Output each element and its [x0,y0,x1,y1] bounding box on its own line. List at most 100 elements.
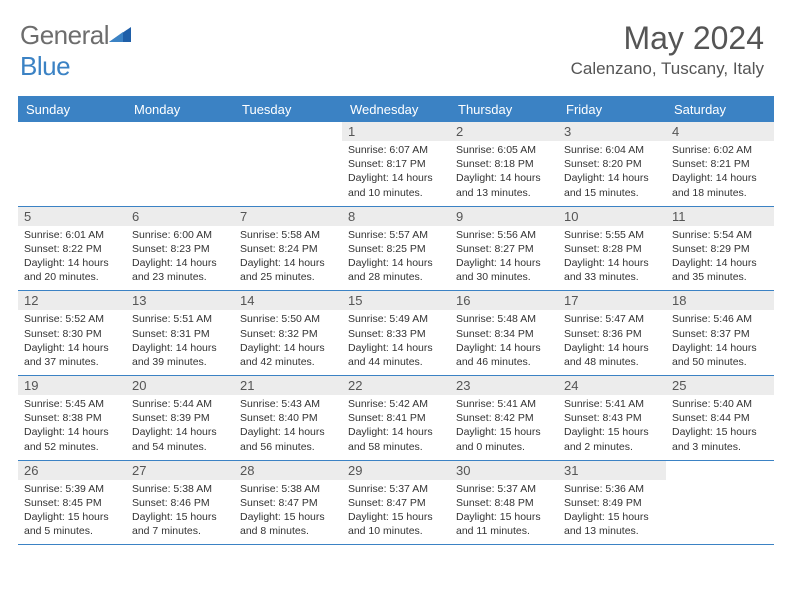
day-number: 16 [450,291,558,310]
logo-triangle-icon [109,20,131,51]
day-cell: 1 Sunrise: 6:07 AMSunset: 8:17 PMDaylight… [342,122,450,206]
day-number: 22 [342,376,450,395]
day-cell: 19 Sunrise: 5:45 AMSunset: 8:38 PMDayligh… [18,376,126,460]
week-row: 19 Sunrise: 5:45 AMSunset: 8:38 PMDayligh… [18,376,774,461]
day-number: 4 [666,122,774,141]
day-cell [126,122,234,206]
day-info: Sunrise: 6:01 AMSunset: 8:22 PMDaylight:… [24,228,120,285]
day-number: 23 [450,376,558,395]
day-header-cell: Thursday [450,98,558,122]
day-header-cell: Saturday [666,98,774,122]
day-number: 25 [666,376,774,395]
day-info: Sunrise: 5:42 AMSunset: 8:41 PMDaylight:… [348,397,444,454]
day-number: 28 [234,461,342,480]
day-info: Sunrise: 5:44 AMSunset: 8:39 PMDaylight:… [132,397,228,454]
day-cell: 23 Sunrise: 5:41 AMSunset: 8:42 PMDayligh… [450,376,558,460]
day-number: 10 [558,207,666,226]
day-info: Sunrise: 5:54 AMSunset: 8:29 PMDaylight:… [672,228,768,285]
day-info: Sunrise: 5:38 AMSunset: 8:47 PMDaylight:… [240,482,336,539]
day-cell: 3 Sunrise: 6:04 AMSunset: 8:20 PMDaylight… [558,122,666,206]
day-info: Sunrise: 5:36 AMSunset: 8:49 PMDaylight:… [564,482,660,539]
day-number: 3 [558,122,666,141]
day-number: 20 [126,376,234,395]
day-cell: 16 Sunrise: 5:48 AMSunset: 8:34 PMDayligh… [450,291,558,375]
day-cell: 28 Sunrise: 5:38 AMSunset: 8:47 PMDayligh… [234,461,342,545]
day-number: 21 [234,376,342,395]
day-number: 31 [558,461,666,480]
header: GeneralBlue May 2024 Calenzano, Tuscany,… [0,0,792,88]
location: Calenzano, Tuscany, Italy [571,59,764,79]
day-info: Sunrise: 5:52 AMSunset: 8:30 PMDaylight:… [24,312,120,369]
day-header-cell: Monday [126,98,234,122]
week-row: 26Sunrise: 5:39 AMSunset: 8:45 PMDayligh… [18,461,774,546]
day-number: 9 [450,207,558,226]
day-info: Sunrise: 6:00 AMSunset: 8:23 PMDaylight:… [132,228,228,285]
day-info: Sunrise: 5:57 AMSunset: 8:25 PMDaylight:… [348,228,444,285]
day-info: Sunrise: 5:37 AMSunset: 8:48 PMDaylight:… [456,482,552,539]
day-info: Sunrise: 5:41 AMSunset: 8:42 PMDaylight:… [456,397,552,454]
calendar: SundayMondayTuesdayWednesdayThursdayFrid… [18,96,774,545]
day-cell [234,122,342,206]
day-cell: 12 Sunrise: 5:52 AMSunset: 8:30 PMDayligh… [18,291,126,375]
day-cell: 20 Sunrise: 5:44 AMSunset: 8:39 PMDayligh… [126,376,234,460]
day-info: Sunrise: 5:40 AMSunset: 8:44 PMDaylight:… [672,397,768,454]
logo-part1: General [20,20,109,50]
day-cell: 26Sunrise: 5:39 AMSunset: 8:45 PMDayligh… [18,461,126,545]
day-info: Sunrise: 5:47 AMSunset: 8:36 PMDaylight:… [564,312,660,369]
day-info: Sunrise: 5:45 AMSunset: 8:38 PMDaylight:… [24,397,120,454]
day-number: 1 [342,122,450,141]
day-cell: 30 Sunrise: 5:37 AMSunset: 8:48 PMDayligh… [450,461,558,545]
day-header-row: SundayMondayTuesdayWednesdayThursdayFrid… [18,98,774,122]
week-row: 1 Sunrise: 6:07 AMSunset: 8:17 PMDaylight… [18,122,774,207]
day-number: 13 [126,291,234,310]
day-header-cell: Friday [558,98,666,122]
day-cell: 15 Sunrise: 5:49 AMSunset: 8:33 PMDayligh… [342,291,450,375]
day-number: 8 [342,207,450,226]
day-number: 11 [666,207,774,226]
week-row: 5 Sunrise: 6:01 AMSunset: 8:22 PMDaylight… [18,207,774,292]
day-number: 30 [450,461,558,480]
day-info: Sunrise: 6:05 AMSunset: 8:18 PMDaylight:… [456,143,552,200]
day-number: 18 [666,291,774,310]
title-block: May 2024 Calenzano, Tuscany, Italy [571,20,764,79]
day-info: Sunrise: 6:02 AMSunset: 8:21 PMDaylight:… [672,143,768,200]
day-cell: 13 Sunrise: 5:51 AMSunset: 8:31 PMDayligh… [126,291,234,375]
day-info: Sunrise: 5:48 AMSunset: 8:34 PMDaylight:… [456,312,552,369]
day-cell: 11 Sunrise: 5:54 AMSunset: 8:29 PMDayligh… [666,207,774,291]
day-number: 19 [18,376,126,395]
day-info: Sunrise: 5:38 AMSunset: 8:46 PMDaylight:… [132,482,228,539]
day-info: Sunrise: 5:46 AMSunset: 8:37 PMDaylight:… [672,312,768,369]
day-cell: 8 Sunrise: 5:57 AMSunset: 8:25 PMDaylight… [342,207,450,291]
day-number: 7 [234,207,342,226]
day-cell: 4 Sunrise: 6:02 AMSunset: 8:21 PMDaylight… [666,122,774,206]
day-cell: 31 Sunrise: 5:36 AMSunset: 8:49 PMDayligh… [558,461,666,545]
day-info: Sunrise: 6:04 AMSunset: 8:20 PMDaylight:… [564,143,660,200]
day-number: 6 [126,207,234,226]
logo: GeneralBlue [20,20,131,82]
day-info: Sunrise: 5:39 AMSunset: 8:45 PMDaylight:… [24,482,120,539]
day-number: 24 [558,376,666,395]
day-number: 5 [18,207,126,226]
day-number: 17 [558,291,666,310]
day-cell [666,461,774,545]
day-cell: 6 Sunrise: 6:00 AMSunset: 8:23 PMDaylight… [126,207,234,291]
day-cell: 25 Sunrise: 5:40 AMSunset: 8:44 PMDayligh… [666,376,774,460]
day-number: 12 [18,291,126,310]
day-info: Sunrise: 5:50 AMSunset: 8:32 PMDaylight:… [240,312,336,369]
logo-text: GeneralBlue [20,20,131,82]
day-cell: 5 Sunrise: 6:01 AMSunset: 8:22 PMDaylight… [18,207,126,291]
day-number: 15 [342,291,450,310]
day-header-cell: Wednesday [342,98,450,122]
day-cell: 24Sunrise: 5:41 AMSunset: 8:43 PMDayligh… [558,376,666,460]
day-info: Sunrise: 5:49 AMSunset: 8:33 PMDaylight:… [348,312,444,369]
day-info: Sunrise: 6:07 AMSunset: 8:17 PMDaylight:… [348,143,444,200]
day-info: Sunrise: 5:51 AMSunset: 8:31 PMDaylight:… [132,312,228,369]
month-title: May 2024 [571,20,764,57]
day-header-cell: Tuesday [234,98,342,122]
day-number: 29 [342,461,450,480]
weeks-container: 1 Sunrise: 6:07 AMSunset: 8:17 PMDaylight… [18,122,774,545]
day-cell: 7Sunrise: 5:58 AMSunset: 8:24 PMDaylight… [234,207,342,291]
day-cell: 10Sunrise: 5:55 AMSunset: 8:28 PMDayligh… [558,207,666,291]
day-header-cell: Sunday [18,98,126,122]
day-info: Sunrise: 5:43 AMSunset: 8:40 PMDaylight:… [240,397,336,454]
